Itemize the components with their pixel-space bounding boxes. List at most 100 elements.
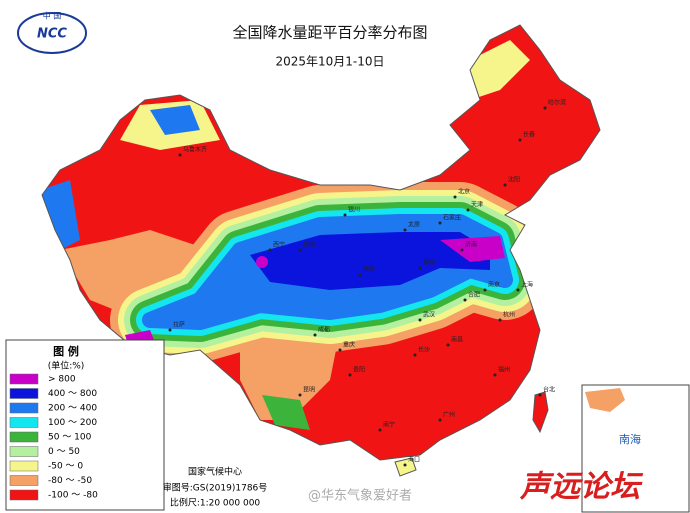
city-dot xyxy=(418,266,422,270)
legend-label: -50 ～ 0 xyxy=(48,462,83,472)
logo: 中 国 NCC xyxy=(17,11,87,54)
agency: 国家气候中心 xyxy=(188,466,242,478)
watermark-forum: 声远论坛 xyxy=(519,470,644,505)
taiwan xyxy=(532,391,549,434)
city-dot xyxy=(453,195,457,199)
city-label: 银川 xyxy=(348,206,360,214)
band-peak xyxy=(256,256,268,268)
city-label: 武汉 xyxy=(423,311,435,319)
city-dot xyxy=(343,213,347,217)
city-label: 台北 xyxy=(543,386,555,394)
legend-label: -80 ～ -50 xyxy=(48,476,92,486)
city-dot xyxy=(438,418,442,422)
city-label: 重庆 xyxy=(343,341,355,349)
city-label: 哈尔滨 xyxy=(548,99,566,107)
city-dot xyxy=(483,288,487,292)
city-label: 杭州 xyxy=(503,311,515,319)
city-label: 广州 xyxy=(443,411,455,419)
city-dot xyxy=(493,373,497,377)
city-label: 太原 xyxy=(408,221,420,229)
city-dot xyxy=(178,153,182,157)
city-dot xyxy=(503,183,507,187)
zone xyxy=(470,40,530,100)
city-dot xyxy=(438,221,442,225)
city-label: 长沙 xyxy=(418,346,430,354)
city-label: 合肥 xyxy=(468,291,480,299)
city-dot xyxy=(313,333,317,337)
city-label: 济南 xyxy=(465,241,477,249)
city-label: 天津 xyxy=(471,202,483,209)
city-dot xyxy=(358,273,362,277)
band-peak xyxy=(440,236,505,262)
legend-label: 200 ～ 400 xyxy=(48,404,97,414)
city-label: 郑州 xyxy=(423,259,435,267)
city-label: 西安 xyxy=(363,266,375,274)
city-label: 北京 xyxy=(458,188,470,196)
legend-swatch xyxy=(9,373,39,385)
city-dot xyxy=(403,463,407,467)
legend-label: 400 ～ 800 xyxy=(48,389,97,399)
city-dot xyxy=(543,106,547,110)
legend-label: -100 ～ -80 xyxy=(48,491,98,501)
legend-swatch xyxy=(9,417,39,428)
approval: 审图号:GS(2019)1786号 xyxy=(163,482,268,494)
band-core xyxy=(250,232,490,290)
city-label: 南京 xyxy=(488,281,500,289)
zone xyxy=(150,105,200,135)
zone xyxy=(42,180,80,250)
legend-label: 50 ～ 100 xyxy=(48,433,92,443)
city-label: 乌鲁木齐 xyxy=(183,146,207,154)
title: 全国降水量距平百分率分布图 xyxy=(232,24,427,42)
legend-swatch xyxy=(9,489,39,501)
city-dot xyxy=(538,393,542,397)
city-label: 兰州 xyxy=(303,241,315,249)
date: 2025年10月1-10日 xyxy=(275,55,384,69)
city-dot xyxy=(466,208,470,212)
city-label: 石家庄 xyxy=(443,214,461,222)
city-label: 南昌 xyxy=(451,336,463,344)
city-dot xyxy=(498,318,502,322)
legend-swatch xyxy=(9,431,39,443)
city-dot xyxy=(446,343,450,347)
city-dot xyxy=(516,288,520,292)
legend-swatch xyxy=(9,446,39,457)
city-dot xyxy=(463,298,467,302)
city-dot xyxy=(403,228,407,232)
legend: 图 例 (单位:%) > 800 400 ～ 800 200 ～ 400 100 ～ … xyxy=(5,339,165,511)
city-label: 贵阳 xyxy=(353,366,365,374)
city-dot xyxy=(378,428,382,432)
legend-swatch xyxy=(9,460,39,472)
city-dot xyxy=(418,318,422,322)
city-label: 长春 xyxy=(523,131,535,139)
inset: 南海 xyxy=(581,384,690,513)
legend-unit: (单位:%) xyxy=(48,360,85,372)
city-dot xyxy=(298,393,302,397)
logo-text: NCC xyxy=(37,27,67,42)
scale: 比例尺:1:20 000 000 xyxy=(170,497,261,509)
hainan xyxy=(394,457,417,477)
watermark-handle: @华东气象爱好者 xyxy=(308,488,412,504)
inset-label: 南海 xyxy=(619,432,641,446)
city-dot xyxy=(518,138,522,142)
city-dot xyxy=(413,353,417,357)
legend-label: 100 ～ 200 xyxy=(48,418,97,428)
city-label: 上海 xyxy=(521,281,533,289)
city-dot xyxy=(348,373,352,377)
legend-swatch xyxy=(9,475,39,486)
city-dot xyxy=(338,348,342,352)
logo-top: 中 国 xyxy=(43,11,62,21)
city-dot xyxy=(298,248,302,252)
city-label: 昆明 xyxy=(303,387,315,394)
city-label: 拉萨 xyxy=(173,321,185,329)
legend-title: 图 例 xyxy=(53,344,79,358)
city-dot xyxy=(460,248,464,252)
legend-swatch xyxy=(9,388,39,399)
city-label: 南宁 xyxy=(383,421,395,429)
legend-label: 0 ～ 50 xyxy=(48,447,80,457)
city-dot xyxy=(268,248,272,252)
city-label: 沈阳 xyxy=(508,176,520,184)
city-label: 海口 xyxy=(408,456,420,464)
city-label: 西宁 xyxy=(273,241,285,249)
